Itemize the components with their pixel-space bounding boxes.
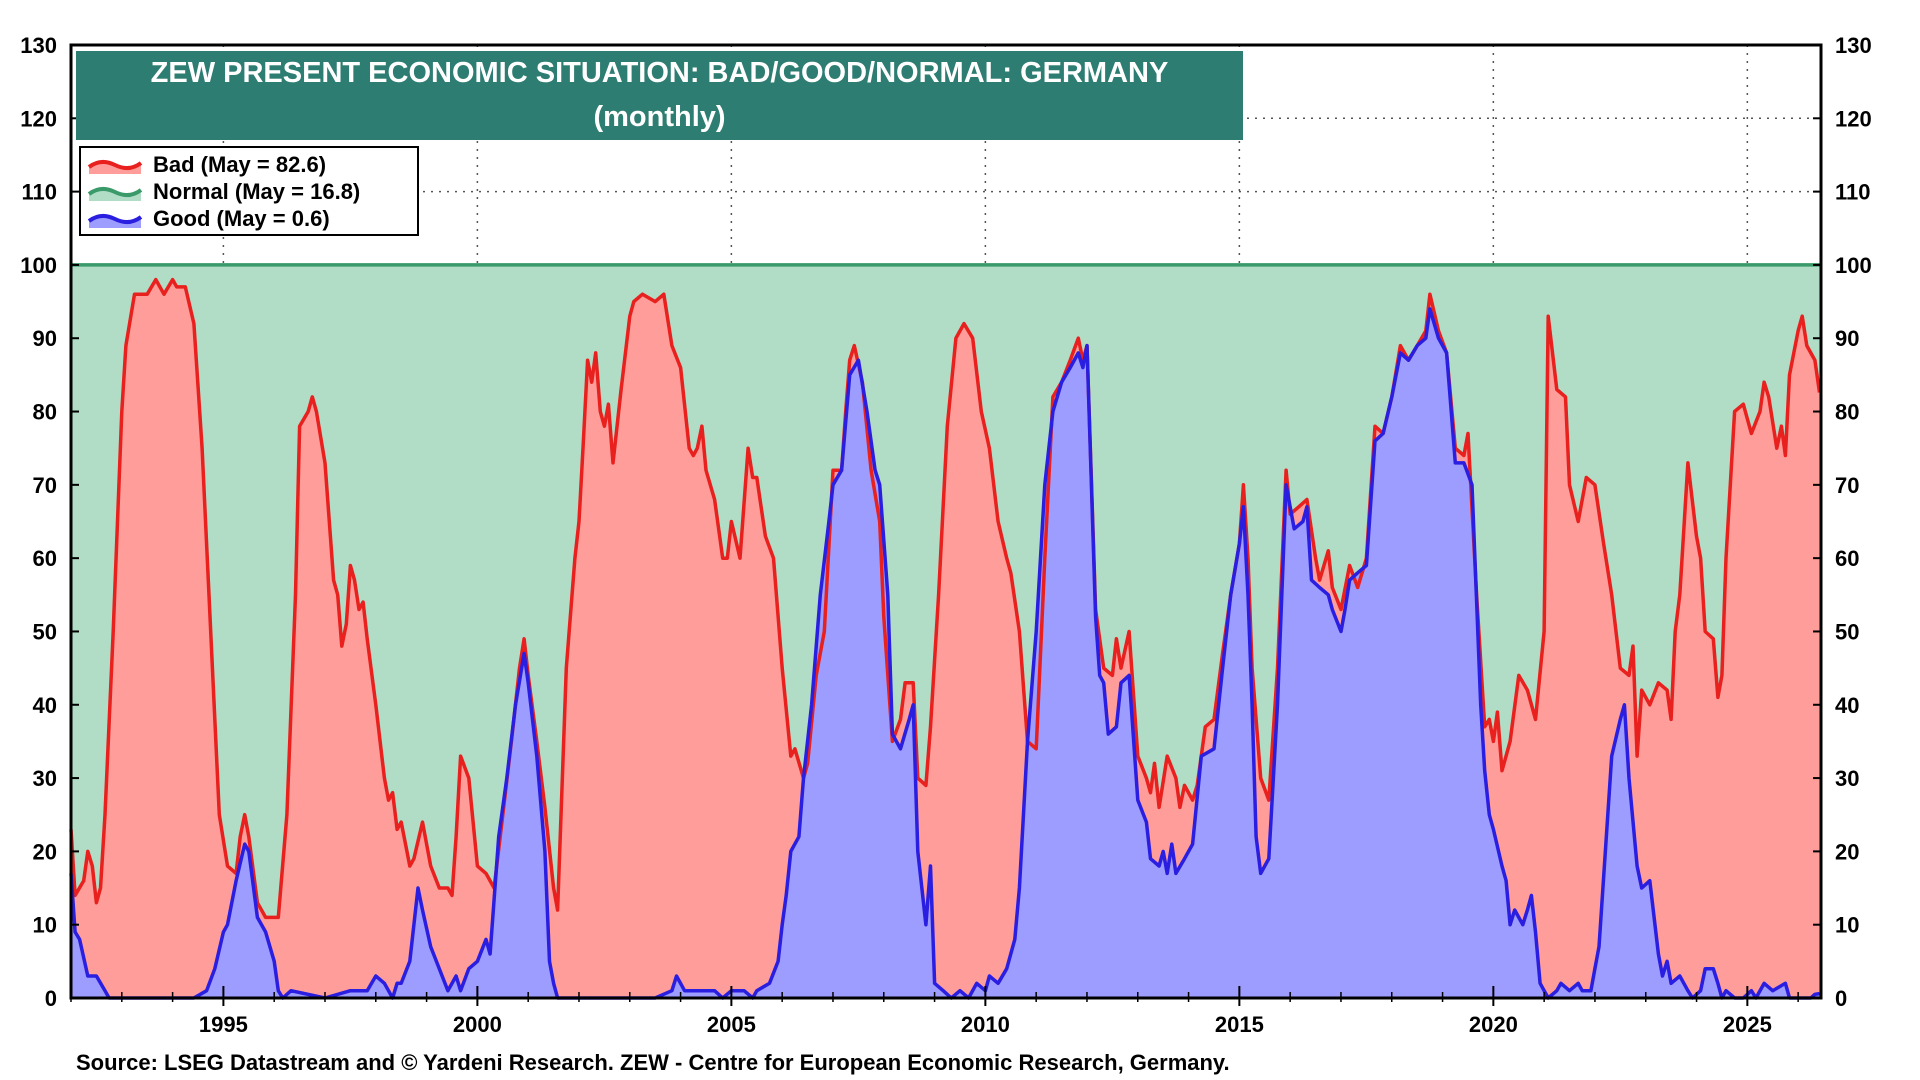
legend-label-good: Good (May = 0.6) [153,206,330,231]
right-tick-label-70: 70 [1835,473,1859,498]
right-tick-label-40: 40 [1835,693,1859,718]
legend-label-bad: Bad (May = 82.6) [153,152,327,177]
x-tick-label-1995: 1995 [199,1012,248,1037]
right-tick-label-110: 110 [1835,180,1871,205]
chart-areas [71,264,1820,999]
left-y-axis: 0 10 20 30 40 50 60 70 80 90 100 110 120 130 [20,33,57,1011]
left-tick-label-90: 90 [33,326,57,351]
chart-title-box: ZEW PRESENT ECONOMIC SITUATION: BAD/GOOD… [76,51,1243,140]
left-tick-label-70: 70 [33,473,57,498]
chart-title: ZEW PRESENT ECONOMIC SITUATION: BAD/GOOD… [150,57,1169,89]
right-tick-label-90: 90 [1835,326,1859,351]
legend-label-normal: Normal (May = 16.8) [153,179,361,204]
left-tick-label-20: 20 [33,839,57,864]
x-tick-label-2020: 2020 [1469,1012,1518,1037]
left-tick-label-40: 40 [33,693,57,718]
right-tick-label-10: 10 [1835,913,1859,938]
left-tick-label-10: 10 [33,913,57,938]
x-tick-label-2010: 2010 [961,1012,1010,1037]
legend-swatch-normal [87,187,143,201]
left-tick-label-100: 100 [20,253,57,278]
source-note: Source: LSEG Datastream and © Yardeni Re… [76,1050,1230,1075]
right-tick-label-30: 30 [1835,766,1859,791]
right-tick-label-20: 20 [1835,839,1859,864]
left-tick-label-0: 0 [45,986,57,1011]
bad-line [69,277,1822,920]
right-tick-label-100: 100 [1835,253,1872,278]
legend-item-normal: Normal (May = 16.8) [87,179,360,205]
right-tick-label-0: 0 [1835,986,1847,1011]
right-tick-label-80: 80 [1835,400,1859,425]
chart-subtitle: (monthly) [593,101,726,133]
left-tick-label-130: 130 [20,33,57,58]
good-area [71,308,1820,998]
legend-swatch-bad [87,160,143,174]
x-tick-label-2005: 2005 [707,1012,756,1037]
right-tick-label-60: 60 [1835,546,1859,571]
right-tick-label-50: 50 [1835,619,1859,644]
left-tick-label-50: 50 [33,619,57,644]
plot-frame [69,43,1823,1000]
left-tick-label-30: 30 [33,766,57,791]
left-tick-label-120: 120 [20,106,57,131]
legend-swatch-good [87,214,143,228]
x-axis: 1995 2000 2005 2010 2015 2020 2025 [199,1012,1772,1037]
right-tick-label-120: 120 [1835,106,1872,131]
left-tick-label-60: 60 [33,546,57,571]
good-line [69,307,1820,1000]
right-y-axis: 0 10 20 30 40 50 60 70 80 90 100 110 120 130 [1835,33,1872,1011]
right-tick-label-130: 130 [1835,33,1872,58]
x-tick-label-2000: 2000 [453,1012,502,1037]
left-tick-label-110: 110 [22,180,58,205]
legend-item-good: Good (May = 0.6) [87,206,330,232]
axis-ticks [70,44,1821,1006]
x-tick-label-2025: 2025 [1723,1012,1772,1037]
left-tick-label-80: 80 [33,400,57,425]
legend-item-bad: Bad (May = 82.6) [87,152,326,178]
x-tick-label-2015: 2015 [1215,1012,1264,1037]
legend: Bad (May = 82.6) Normal (May = 16.8) Goo… [79,146,419,236]
chart-lines [69,263,1822,1000]
